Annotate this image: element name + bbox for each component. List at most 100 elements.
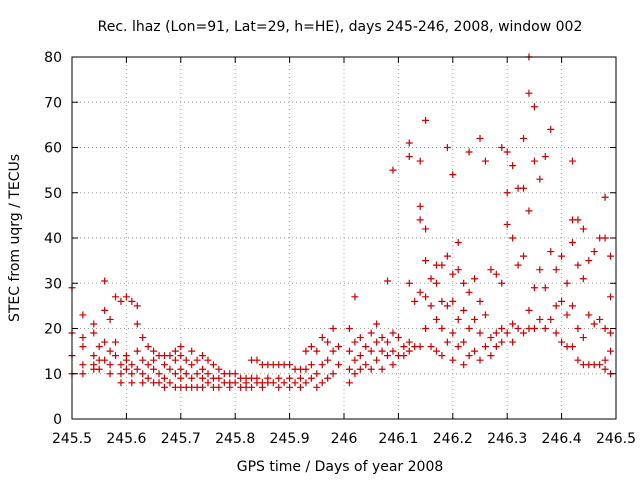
data-point	[596, 361, 604, 369]
data-point	[378, 334, 386, 342]
data-point	[503, 148, 511, 156]
data-point	[193, 356, 201, 364]
data-point	[188, 347, 196, 355]
data-point	[160, 374, 168, 382]
data-point	[199, 365, 207, 373]
data-point	[122, 293, 130, 301]
data-point	[335, 343, 343, 351]
data-point	[215, 365, 223, 373]
data-point	[313, 347, 321, 355]
data-point	[188, 361, 196, 369]
data-point	[405, 338, 413, 346]
grid-lines	[72, 57, 616, 419]
data-point	[351, 293, 359, 301]
data-point	[79, 334, 87, 342]
data-point	[280, 379, 288, 387]
x-tick-label: 245.5	[52, 431, 92, 447]
data-point	[389, 329, 397, 337]
x-tick-label: 246.1	[378, 431, 418, 447]
data-point	[520, 252, 528, 260]
data-point	[106, 361, 114, 369]
tick-marks	[71, 56, 617, 420]
y-tick-label: 20	[44, 322, 62, 338]
data-point	[199, 374, 207, 382]
data-point	[117, 361, 125, 369]
data-point	[405, 347, 413, 355]
data-point	[362, 343, 370, 351]
data-point	[579, 334, 587, 342]
data-point	[90, 329, 98, 337]
data-point	[547, 248, 555, 256]
data-point	[416, 216, 424, 224]
data-point	[356, 334, 364, 342]
data-point	[416, 343, 424, 351]
data-point	[574, 356, 582, 364]
data-point	[525, 306, 533, 314]
data-point	[204, 356, 212, 364]
data-point	[574, 325, 582, 332]
data-point	[438, 325, 446, 332]
data-point	[422, 116, 430, 124]
data-point	[199, 383, 207, 391]
data-point	[601, 325, 609, 332]
x-tick-label: 246.5	[596, 431, 636, 447]
data-point	[275, 374, 283, 382]
data-point	[454, 343, 462, 351]
data-point	[133, 320, 141, 328]
data-point	[286, 383, 294, 391]
data-point	[95, 343, 103, 351]
data-point	[384, 338, 392, 346]
data-point	[394, 334, 402, 342]
x-tick-label: 246.3	[487, 431, 527, 447]
data-point	[139, 379, 147, 387]
data-point	[345, 347, 353, 355]
data-point	[139, 356, 147, 364]
data-point	[460, 338, 468, 346]
data-point	[133, 365, 141, 373]
data-point	[177, 374, 185, 382]
x-tick-label: 246	[331, 431, 358, 447]
data-point	[128, 370, 136, 378]
data-point	[389, 347, 397, 355]
data-point	[509, 234, 517, 242]
data-point	[117, 379, 125, 387]
data-point	[536, 175, 544, 183]
data-point	[329, 370, 337, 378]
data-point	[432, 315, 440, 323]
data-point	[296, 383, 304, 391]
data-point	[101, 356, 109, 364]
data-point	[487, 352, 495, 360]
data-point	[520, 134, 528, 142]
data-point	[226, 383, 234, 391]
data-point	[313, 383, 321, 391]
data-point	[171, 347, 179, 355]
data-point	[166, 352, 174, 360]
data-point	[514, 325, 522, 332]
data-point	[378, 365, 386, 373]
data-point	[476, 134, 484, 142]
data-point	[253, 356, 261, 364]
data-point	[122, 365, 130, 373]
data-point	[579, 275, 587, 283]
data-point	[351, 356, 359, 364]
data-point	[318, 379, 326, 387]
y-tick-label: 40	[44, 231, 62, 247]
data-point	[117, 370, 125, 378]
data-point	[536, 266, 544, 274]
data-point	[307, 343, 315, 351]
y-tick-label: 70	[44, 95, 62, 111]
data-point	[427, 302, 435, 310]
data-point	[351, 370, 359, 378]
data-point	[476, 297, 484, 305]
data-point	[574, 216, 582, 224]
data-point	[122, 356, 130, 364]
data-point	[79, 311, 87, 319]
data-point	[471, 347, 479, 355]
data-point	[579, 225, 587, 233]
data-point	[465, 288, 473, 296]
data-point	[177, 365, 185, 373]
x-tick-label: 245.7	[161, 431, 201, 447]
data-point	[454, 266, 462, 274]
data-point	[465, 325, 473, 332]
data-point	[160, 361, 168, 369]
